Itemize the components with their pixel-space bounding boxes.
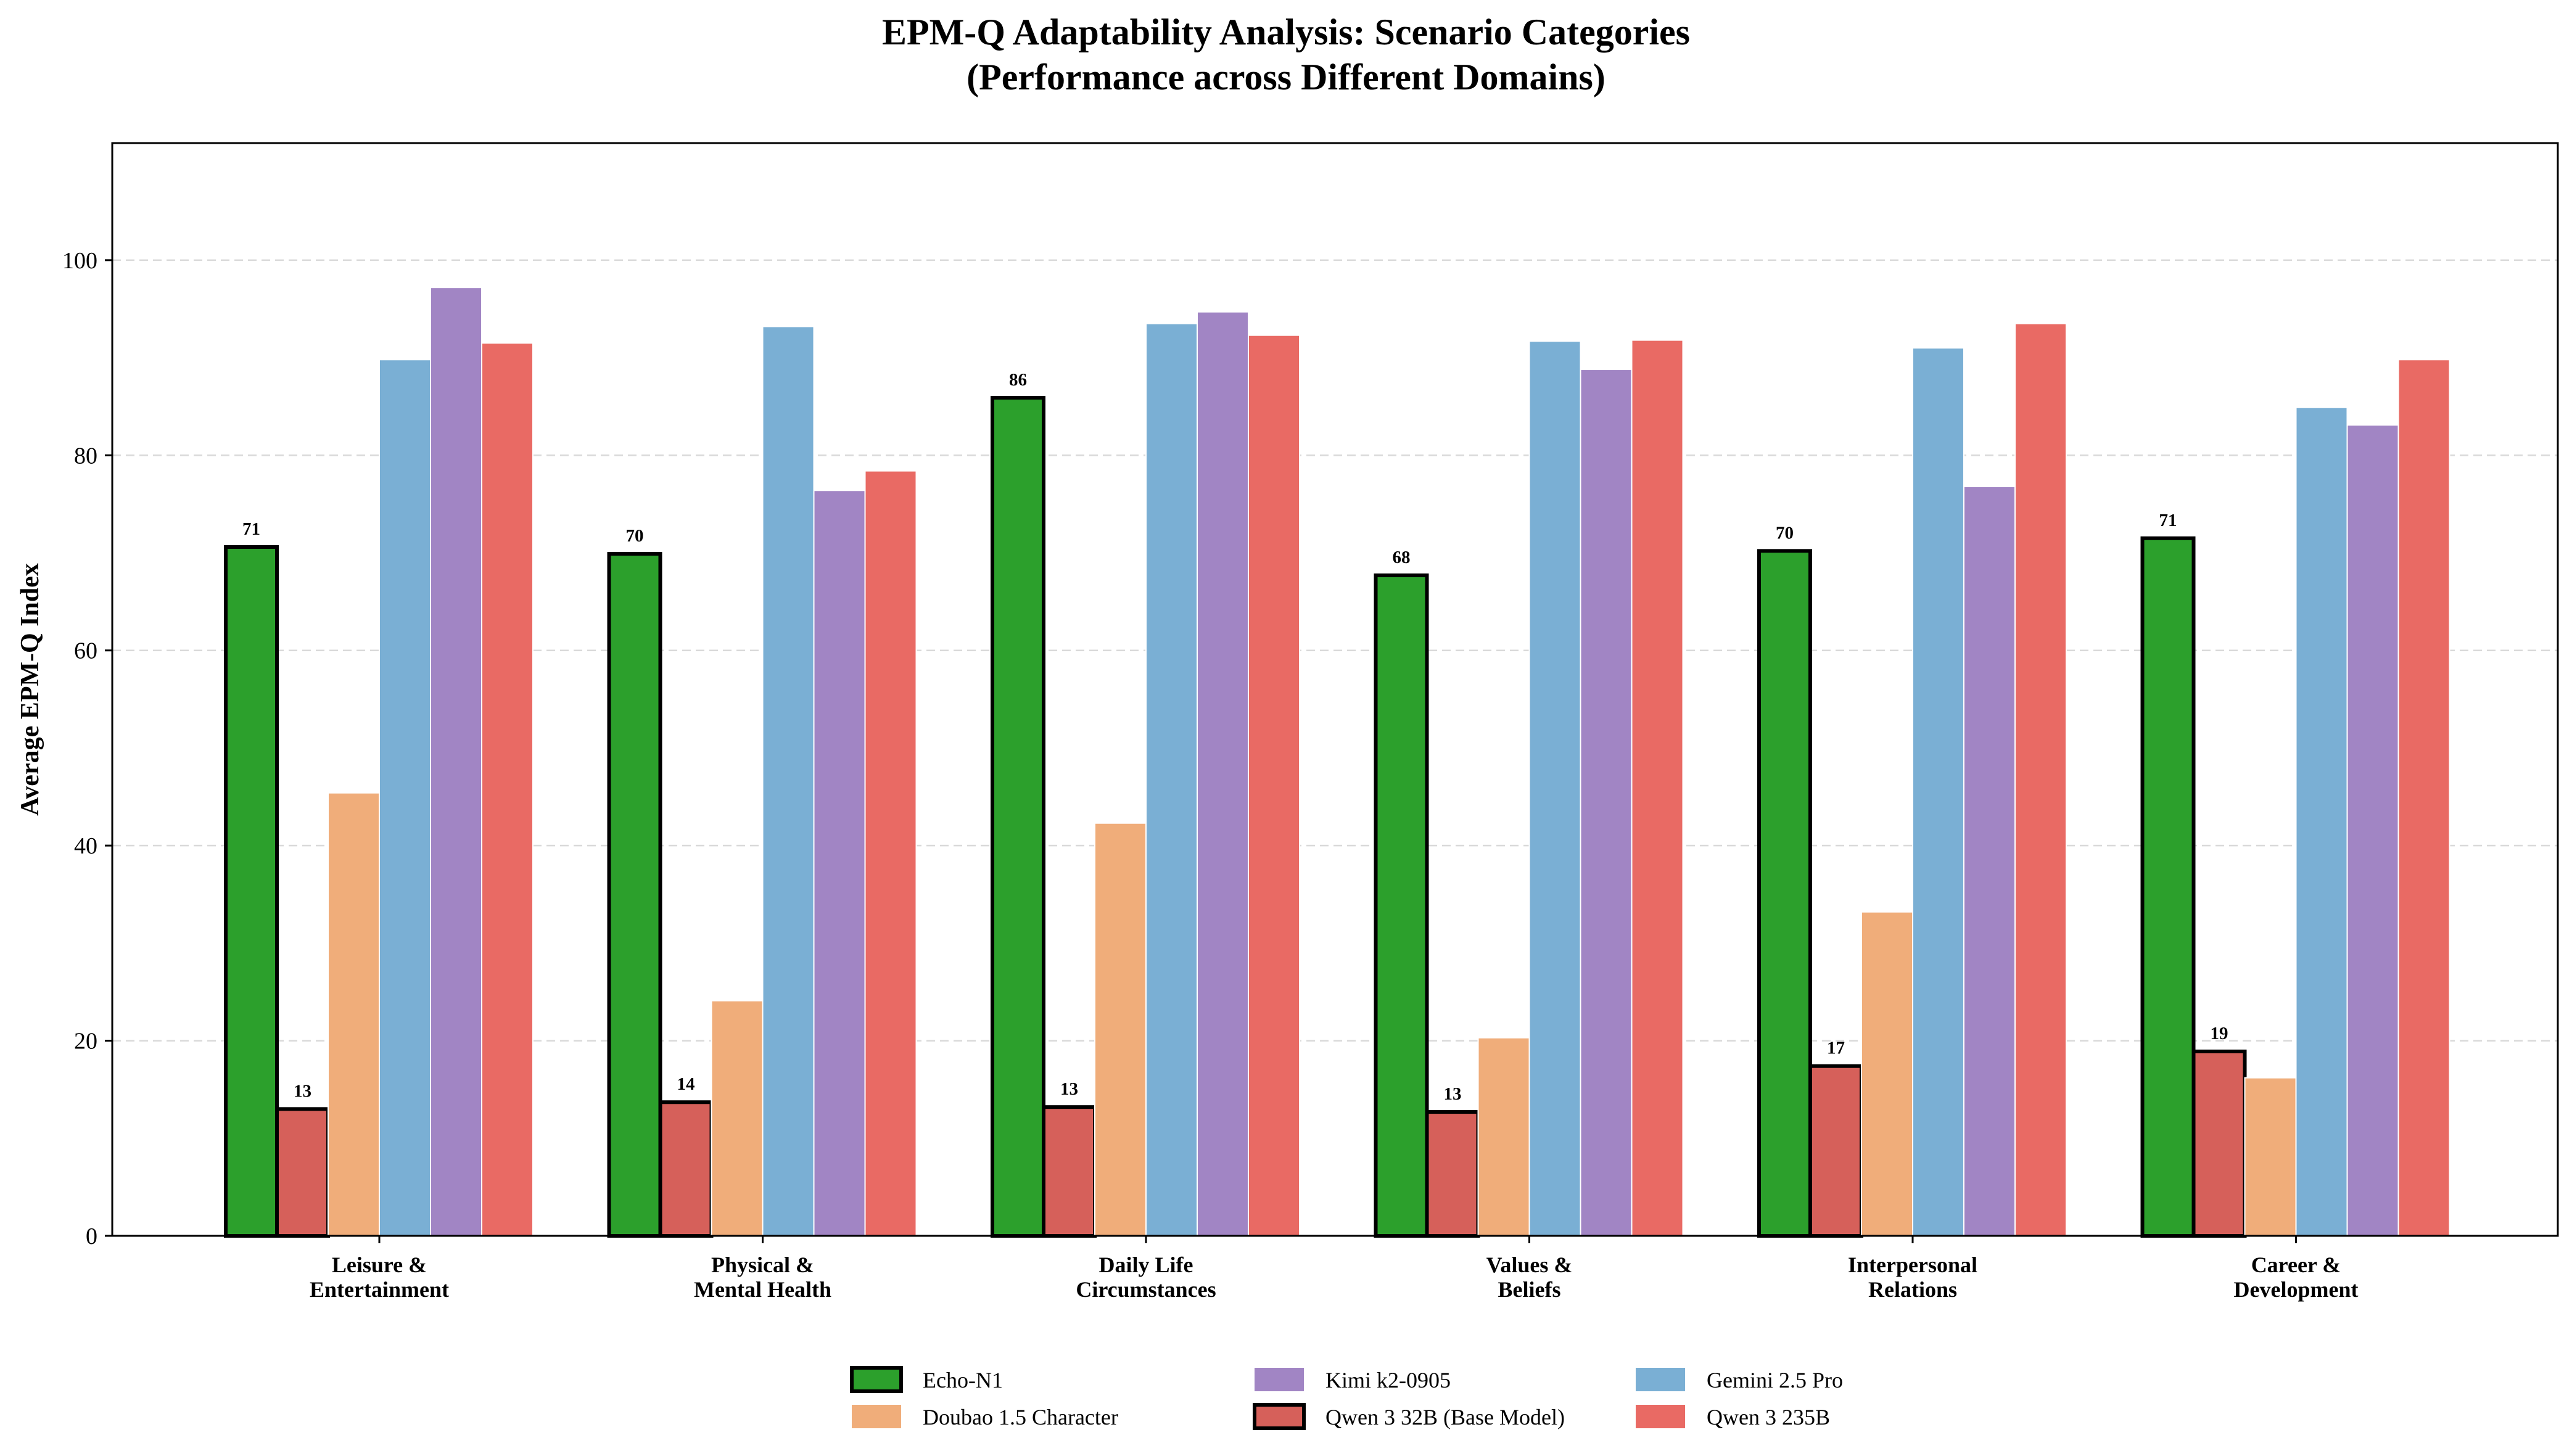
legend-swatch bbox=[852, 1405, 901, 1428]
plot-frame bbox=[111, 142, 2559, 1237]
legend-swatch bbox=[1255, 1368, 1304, 1391]
x-tick-label: Leisure & bbox=[332, 1252, 427, 1277]
bar-2-0 bbox=[328, 792, 380, 1236]
bar-1-5 bbox=[2191, 1049, 2247, 1238]
bar-value-label: 17 bbox=[1827, 1039, 1845, 1058]
bar-4-0 bbox=[430, 287, 482, 1237]
bar-value-label: 13 bbox=[1060, 1079, 1078, 1099]
bar-5-5 bbox=[2397, 359, 2450, 1236]
bar-2-5 bbox=[2244, 1077, 2297, 1236]
chart-title: EPM-Q Adaptability Analysis: Scenario Ca… bbox=[882, 12, 1690, 52]
bar-4-2 bbox=[1197, 311, 1249, 1237]
x-tick-label: Relations bbox=[1868, 1277, 1957, 1302]
bar-value-label: 14 bbox=[677, 1074, 695, 1094]
x-tick-label: Circumstances bbox=[1076, 1277, 1216, 1302]
y-tick-label: 0 bbox=[86, 1224, 97, 1249]
bar-1-0 bbox=[275, 1107, 330, 1238]
bar-0-4 bbox=[1757, 549, 1812, 1238]
y-tick-label: 100 bbox=[62, 248, 97, 274]
bar-5-4 bbox=[2014, 323, 2067, 1236]
chart-subtitle: (Performance across Different Domains) bbox=[967, 57, 1605, 97]
x-tick-label: Daily Life bbox=[1099, 1252, 1193, 1277]
bar-3-1 bbox=[762, 326, 815, 1236]
bar-2-2 bbox=[1094, 822, 1147, 1236]
x-tick-label: Development bbox=[2234, 1277, 2359, 1302]
bar-0-1 bbox=[607, 552, 662, 1238]
legend-label: Kimi k2-0905 bbox=[1325, 1368, 1451, 1392]
legend-label: Qwen 3 235B bbox=[1707, 1405, 1830, 1429]
bar-value-label: 68 bbox=[1393, 548, 1411, 567]
bar-value-label: 70 bbox=[1776, 523, 1794, 543]
x-axis: Leisure &Entertainment Physical &Mental H… bbox=[310, 1236, 2358, 1302]
bar-3-4 bbox=[1912, 347, 1964, 1236]
legend-swatch bbox=[1636, 1405, 1685, 1428]
bar-1-2 bbox=[1042, 1105, 1097, 1238]
x-tick-label: Interpersonal bbox=[1848, 1252, 1977, 1277]
bar-5-2 bbox=[1248, 334, 1300, 1236]
y-tick-label: 20 bbox=[74, 1029, 97, 1055]
bar-3-2 bbox=[1145, 323, 1198, 1236]
bar-3-3 bbox=[1528, 340, 1581, 1236]
bar-value-label: 13 bbox=[1444, 1084, 1462, 1104]
bar-value-label: 71 bbox=[242, 519, 260, 539]
bar-3-5 bbox=[2295, 406, 2348, 1236]
legend-label: Qwen 3 32B (Base Model) bbox=[1325, 1405, 1565, 1429]
legend-label: Echo-N1 bbox=[923, 1368, 1003, 1392]
y-tick-label: 60 bbox=[74, 638, 97, 664]
bar-1-4 bbox=[1808, 1064, 1863, 1238]
bar-0-2 bbox=[991, 395, 1045, 1238]
bar-5-3 bbox=[1631, 339, 1684, 1236]
x-tick-label: Mental Health bbox=[694, 1277, 831, 1302]
x-tick-label: Physical & bbox=[711, 1252, 814, 1277]
y-axis: 0 20 40 60 80 100 bbox=[62, 248, 112, 1249]
bar-value-label: 19 bbox=[2211, 1024, 2228, 1043]
x-tick-label: Values & bbox=[1486, 1252, 1573, 1277]
bar-3-0 bbox=[379, 359, 431, 1236]
bar-5-0 bbox=[481, 342, 534, 1237]
y-tick-label: 80 bbox=[74, 443, 97, 469]
bar-0-0 bbox=[224, 545, 279, 1238]
bar-4-3 bbox=[1580, 369, 1633, 1236]
legend-swatch bbox=[1636, 1368, 1685, 1391]
bar-4-4 bbox=[1963, 485, 2016, 1236]
y-tick-label: 40 bbox=[74, 833, 97, 859]
bar-value-label: 71 bbox=[2159, 511, 2177, 530]
bar-5-1 bbox=[864, 470, 917, 1236]
y-axis-title: Average EPM-Q Index bbox=[16, 563, 44, 816]
bar-2-3 bbox=[1477, 1037, 1530, 1236]
bar-0-3 bbox=[1374, 573, 1429, 1238]
bar-4-1 bbox=[813, 490, 866, 1237]
legend-swatch bbox=[850, 1366, 903, 1393]
bar-1-1 bbox=[658, 1100, 714, 1238]
bar-2-1 bbox=[711, 1000, 764, 1237]
bar-4-5 bbox=[2346, 424, 2399, 1236]
x-tick-label: Beliefs bbox=[1498, 1277, 1561, 1302]
bar-2-4 bbox=[1861, 911, 1913, 1236]
x-tick-label: Entertainment bbox=[310, 1277, 449, 1302]
bar-value-label: 13 bbox=[294, 1081, 311, 1101]
bar-0-5 bbox=[2140, 536, 2196, 1238]
legend: Echo-N1 Doubao 1.5 Character Kimi k2-0905 Q… bbox=[850, 1366, 1843, 1430]
bar-value-label: 70 bbox=[626, 526, 644, 546]
bar-1-3 bbox=[1425, 1110, 1480, 1238]
legend-label: Gemini 2.5 Pro bbox=[1707, 1368, 1843, 1392]
x-tick-label: Career & bbox=[2251, 1252, 2341, 1277]
bar-labels: 71 13 70 14 86 13 68 13 70 17 71 19 bbox=[242, 370, 2228, 1104]
legend-swatch bbox=[1253, 1403, 1306, 1430]
bar-value-label: 86 bbox=[1009, 370, 1027, 390]
legend-label: Doubao 1.5 Character bbox=[923, 1405, 1118, 1429]
